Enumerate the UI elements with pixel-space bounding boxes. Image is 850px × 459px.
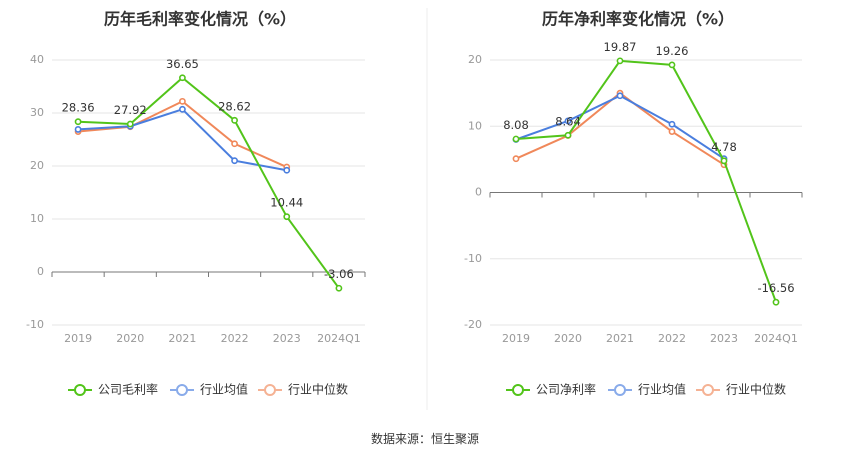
x-tick-label: 2022 (221, 332, 249, 345)
x-tick-label: 2023 (273, 332, 301, 345)
series-point-2 (179, 105, 186, 113)
series-point-3 (512, 155, 520, 163)
data-label: -3.06 (324, 267, 354, 281)
x-tick-label: 2019 (502, 332, 530, 345)
x-tick-label: 2023 (710, 332, 738, 345)
data-label: 36.65 (166, 57, 199, 71)
x-tick-label: 2020 (116, 332, 144, 345)
x-tick-label: 2021 (168, 332, 196, 345)
y-tick-label: 20 (468, 53, 482, 66)
series-point-1 (720, 157, 728, 165)
legend-label: 行业中位数 (288, 382, 348, 397)
y-tick-label: 20 (30, 159, 44, 172)
data-label: 28.36 (62, 101, 95, 115)
y-tick-label: 10 (30, 212, 44, 225)
legend-item-3[interactable]: 行业中位数 (696, 382, 786, 397)
data-label: 10.44 (270, 196, 303, 210)
y-tick-label: -10 (464, 252, 482, 265)
y-tick-label: 40 (30, 53, 44, 66)
series-line-1 (78, 76, 340, 289)
legend-item-2[interactable]: 行业均值 (608, 382, 686, 397)
legend-label: 公司净利率 (536, 382, 596, 397)
chart-title: 历年毛利率变化情况（%） (104, 10, 296, 29)
series-point-1 (231, 116, 238, 124)
legend-marker (176, 384, 188, 396)
data-label: 28.62 (218, 99, 251, 113)
series-line-2 (78, 108, 287, 172)
series-point-1 (335, 284, 343, 292)
legend-label: 行业均值 (638, 382, 686, 397)
series-point-2 (564, 117, 572, 125)
legend-marker (614, 384, 626, 396)
legend-label: 行业均值 (200, 382, 248, 397)
x-tick-label: 2019 (64, 332, 92, 345)
legend-marker (702, 384, 714, 396)
series-point-1 (283, 213, 291, 221)
series-point-1 (74, 118, 82, 126)
series-point-2 (74, 126, 82, 133)
series-point-1 (616, 57, 624, 65)
y-tick-label: 0 (475, 186, 482, 199)
data-label: -16.56 (757, 281, 794, 295)
legend-item-3[interactable]: 行业中位数 (258, 382, 348, 397)
series-point-1 (772, 298, 780, 306)
legend-item-1[interactable]: 公司毛利率 (68, 382, 158, 397)
source-text: 数据来源：恒生聚源 (371, 431, 479, 446)
series-point-1 (179, 74, 186, 82)
legend-marker (264, 384, 276, 396)
x-tick-label: 2021 (606, 332, 634, 345)
x-tick-label: 2024Q1 (754, 332, 798, 345)
legend-marker (512, 384, 524, 396)
series-point-2 (231, 157, 238, 165)
chart-2: 历年净利率变化情况（%） 20 10 0 -10 -20 2019 2020 2021 2022 2… (464, 10, 803, 397)
series-point-2 (668, 120, 676, 128)
legend-marker (74, 384, 86, 396)
chart-title: 历年净利率变化情况（%） (542, 10, 734, 29)
y-tick-label: 0 (37, 265, 44, 278)
data-label: 8.64 (555, 114, 581, 128)
x-tick-label: 2020 (554, 332, 582, 345)
series-point-3 (668, 128, 676, 135)
series-point-2 (283, 166, 291, 174)
series-point-1 (126, 120, 134, 128)
legend-item-2[interactable]: 行业均值 (170, 382, 248, 397)
y-tick-label: -10 (26, 318, 44, 331)
data-label: 19.87 (604, 40, 637, 54)
series-line-1 (515, 59, 777, 303)
legend-label: 行业中位数 (726, 382, 786, 397)
legend-label: 公司毛利率 (98, 382, 158, 397)
series-point-1 (668, 61, 676, 69)
series-point-3 (179, 97, 186, 105)
series-point-1 (564, 131, 572, 139)
series-point-1 (512, 135, 520, 143)
data-label: 27.92 (114, 103, 147, 117)
x-tick-label: 2022 (658, 332, 686, 345)
chart-1: 历年毛利率变化情况（%） 40 30 20 10 0 -10 2019 2020 2021 2022… (26, 10, 366, 397)
legend-item-1[interactable]: 公司净利率 (506, 382, 596, 397)
y-tick-label: -20 (464, 318, 482, 331)
y-tick-label: 10 (468, 119, 482, 132)
y-tick-label: 30 (30, 106, 44, 119)
x-tick-label: 2024Q1 (317, 332, 361, 345)
data-label: 8.08 (503, 118, 529, 132)
series-point-2 (616, 92, 624, 100)
data-label: 19.26 (656, 44, 689, 58)
series-point-3 (231, 140, 238, 148)
data-label: 4.78 (711, 140, 737, 154)
